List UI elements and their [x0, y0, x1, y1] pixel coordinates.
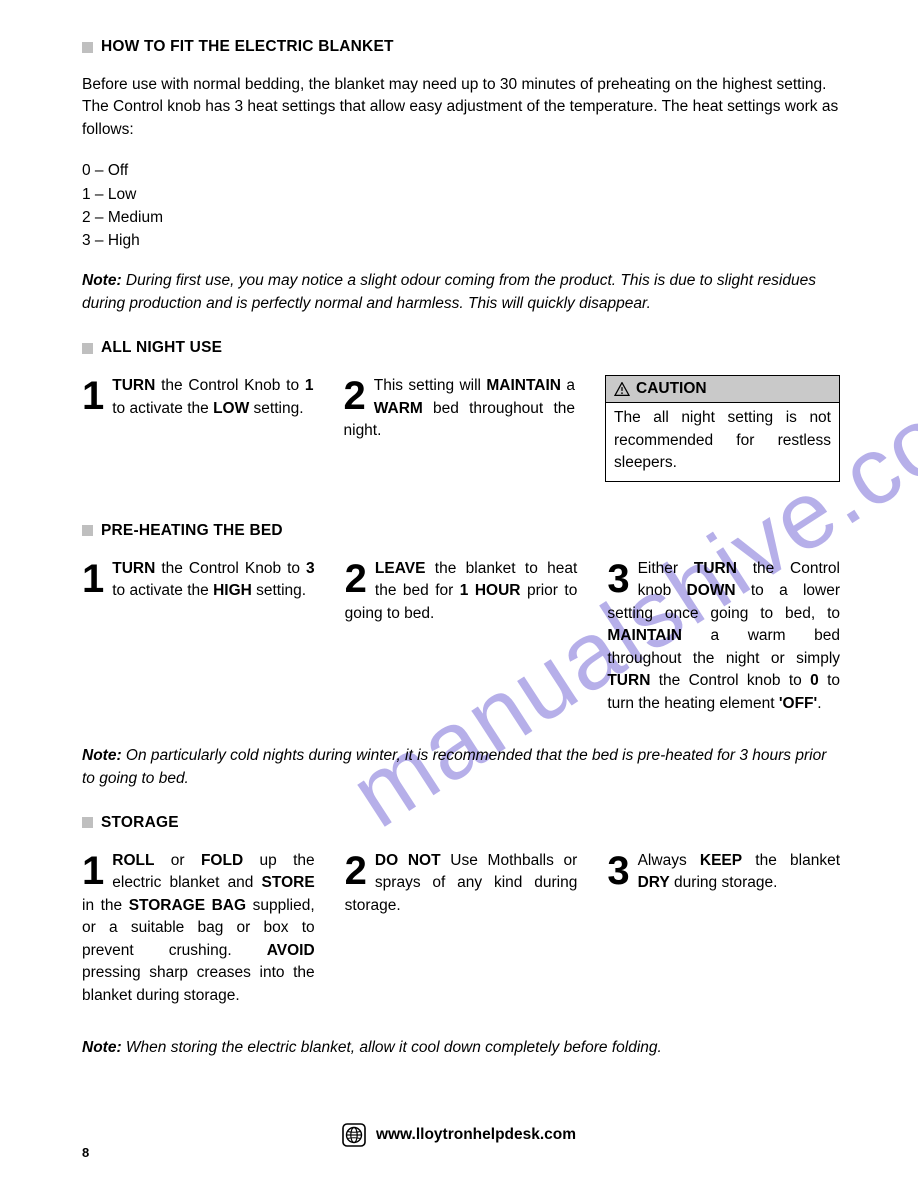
step-number: 1	[82, 377, 104, 415]
footer-content: www.lloytronhelpdesk.com	[342, 1123, 576, 1147]
section3-title: PRE-HEATING THE BED	[101, 522, 283, 540]
section2-header: ALL NIGHT USE	[82, 339, 840, 357]
section4-title: STORAGE	[101, 814, 179, 832]
section3-step3: 3 Either TURN the Control knob DOWN to a…	[607, 558, 840, 715]
section1-paragraph: Before use with normal bedding, the blan…	[82, 74, 840, 141]
section4-note: Note: When storing the electric blanket,…	[82, 1037, 840, 1059]
section1-title: HOW TO FIT THE ELECTRIC BLANKET	[101, 38, 394, 56]
setting-3: 3 – High	[82, 229, 840, 252]
section4-header: STORAGE	[82, 814, 840, 832]
setting-0: 0 – Off	[82, 159, 840, 182]
step-number: 1	[82, 852, 104, 890]
step-number: 2	[345, 852, 367, 890]
note-text: When storing the electric blanket, allow…	[122, 1039, 662, 1056]
globe-icon	[342, 1123, 366, 1147]
caution-header: CAUTION	[606, 376, 839, 403]
step-number: 1	[82, 560, 104, 598]
warning-icon	[614, 382, 630, 396]
note-text: On particularly cold nights during winte…	[82, 747, 826, 786]
section3-step2: 2 LEAVE the blanket to heat the bed for …	[345, 558, 578, 625]
step-number: 3	[607, 560, 629, 598]
section1-header: HOW TO FIT THE ELECTRIC BLANKET	[82, 38, 840, 56]
setting-1: 1 – Low	[82, 183, 840, 206]
page-content: HOW TO FIT THE ELECTRIC BLANKET Before u…	[82, 38, 840, 1060]
bullet-icon	[82, 42, 93, 53]
footer-url: www.lloytronhelpdesk.com	[376, 1126, 576, 1144]
page-footer: www.lloytronhelpdesk.com	[0, 1123, 918, 1152]
section3-step1: 1 TURN the Control Knob to 3 to activate…	[82, 558, 315, 603]
section2-steps: 1 TURN the Control Knob to 1 to activate…	[82, 375, 840, 481]
step-number: 3	[607, 852, 629, 890]
bullet-icon	[82, 817, 93, 828]
section2-step1: 1 TURN the Control Knob to 1 to activate…	[82, 375, 314, 420]
page-number: 8	[82, 1145, 89, 1160]
caution-title: CAUTION	[636, 380, 707, 398]
heat-settings-list: 0 – Off 1 – Low 2 – Medium 3 – High	[82, 159, 840, 252]
section4-step1: 1 ROLL or FOLD up the electric blanket a…	[82, 850, 315, 1007]
step-number: 2	[345, 560, 367, 598]
section4-step3: 3 Always KEEP the blanket DRY during sto…	[607, 850, 840, 895]
section2-step2: 2 This setting will MAINTAIN a WARM bed …	[344, 375, 576, 442]
section2-title: ALL NIGHT USE	[101, 339, 222, 357]
note-text: During first use, you may notice a sligh…	[82, 272, 816, 311]
note-label: Note:	[82, 1039, 122, 1056]
section4-steps: 1 ROLL or FOLD up the electric blanket a…	[82, 850, 840, 1007]
caution-body: The all night setting is not recommended…	[606, 403, 839, 480]
setting-2: 2 – Medium	[82, 206, 840, 229]
section3-note: Note: On particularly cold nights during…	[82, 745, 840, 790]
bullet-icon	[82, 525, 93, 536]
section4-step2: 2 DO NOT Use Mothballs or sprays of any …	[345, 850, 578, 917]
step-number: 2	[344, 377, 366, 415]
caution-box: CAUTION The all night setting is not rec…	[605, 375, 840, 481]
section1-note: Note: During first use, you may notice a…	[82, 270, 840, 315]
section3-header: PRE-HEATING THE BED	[82, 522, 840, 540]
note-label: Note:	[82, 272, 122, 289]
bullet-icon	[82, 343, 93, 354]
section3-steps: 1 TURN the Control Knob to 3 to activate…	[82, 558, 840, 715]
note-label: Note:	[82, 747, 122, 764]
